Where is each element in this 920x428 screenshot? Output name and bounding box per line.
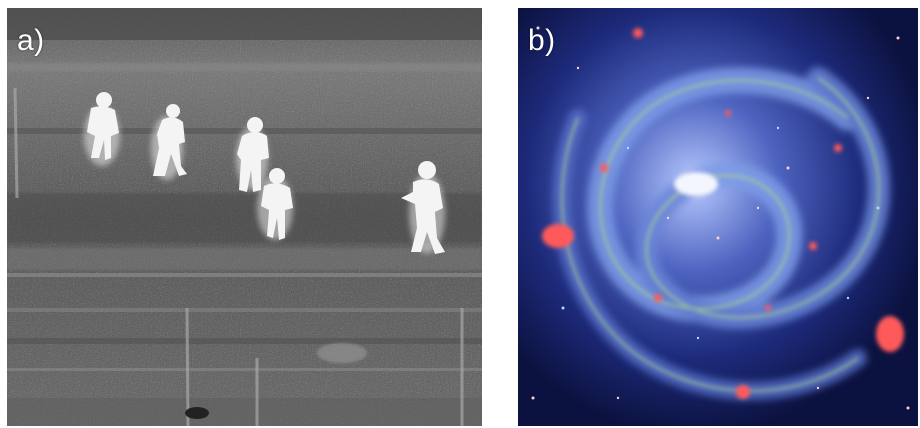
galaxy-image (518, 8, 918, 426)
person-5 (401, 161, 445, 254)
person-2 (153, 104, 187, 176)
person-1 (87, 92, 119, 160)
person-4 (261, 168, 293, 240)
thermal-people (84, 92, 445, 254)
panel-label-b: b) (528, 24, 556, 57)
panel-label-a: a) (17, 24, 45, 57)
thermal-image-panel: a) (7, 8, 482, 426)
person-3 (237, 117, 269, 192)
galaxy-image-panel: b) (518, 8, 918, 426)
thermal-image (7, 8, 482, 426)
